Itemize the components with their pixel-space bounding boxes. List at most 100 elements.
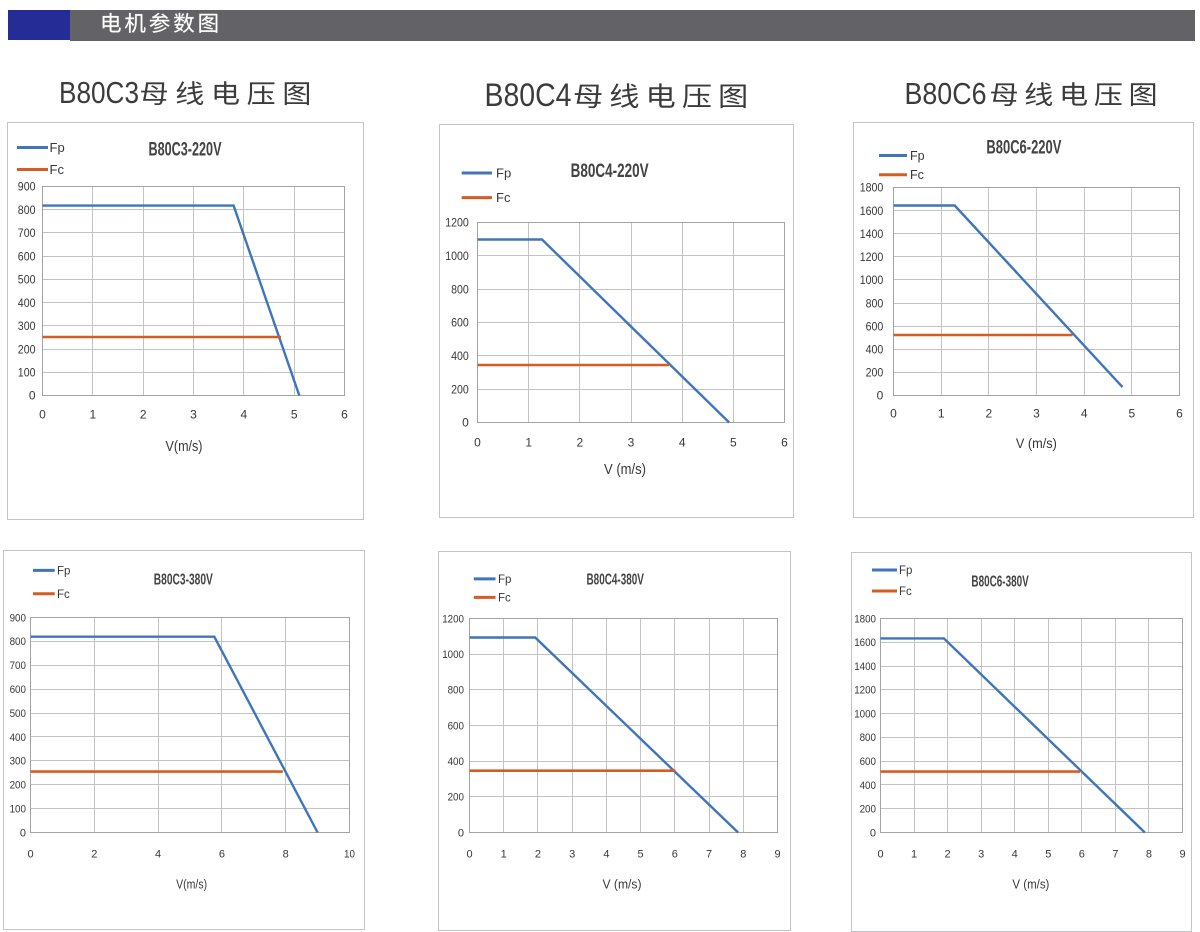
svg-text:6: 6	[781, 436, 788, 450]
svg-text:5: 5	[1045, 848, 1051, 860]
svg-text:0: 0	[877, 389, 884, 403]
svg-text:4: 4	[155, 848, 161, 860]
svg-text:200: 200	[10, 780, 26, 792]
svg-text:4: 4	[1081, 407, 1088, 421]
svg-text:400: 400	[10, 732, 26, 744]
svg-text:1600: 1600	[854, 637, 876, 649]
svg-text:5: 5	[730, 436, 737, 450]
svg-text:10: 10	[344, 848, 355, 860]
svg-text:6: 6	[1176, 407, 1183, 421]
svg-text:B80C3-380V: B80C3-380V	[154, 572, 213, 589]
svg-text:1: 1	[911, 848, 917, 860]
svg-text:500: 500	[10, 708, 26, 720]
svg-text:0: 0	[890, 407, 897, 421]
svg-text:Fc: Fc	[910, 168, 924, 182]
svg-text:200: 200	[448, 792, 464, 804]
svg-text:400: 400	[18, 296, 36, 310]
svg-text:0: 0	[462, 416, 469, 430]
svg-text:700: 700	[18, 226, 36, 240]
svg-text:900: 900	[10, 612, 26, 624]
svg-text:V(m/s): V(m/s)	[166, 438, 203, 455]
svg-text:6: 6	[1079, 848, 1085, 860]
svg-text:3: 3	[628, 436, 635, 450]
svg-text:0: 0	[877, 848, 883, 860]
svg-text:600: 600	[10, 684, 26, 696]
svg-text:9: 9	[774, 848, 780, 860]
svg-text:1000: 1000	[445, 249, 469, 263]
svg-text:800: 800	[10, 636, 26, 648]
svg-text:200: 200	[860, 804, 876, 816]
svg-text:400: 400	[451, 349, 469, 363]
svg-text:Fc: Fc	[57, 589, 70, 601]
svg-text:V (m/s): V (m/s)	[1016, 435, 1057, 451]
svg-text:Fp: Fp	[910, 149, 925, 163]
svg-text:1600: 1600	[860, 204, 884, 218]
svg-text:6: 6	[219, 848, 225, 860]
svg-text:600: 600	[18, 249, 36, 263]
svg-text:0: 0	[29, 389, 36, 403]
svg-text:4: 4	[679, 436, 686, 450]
svg-text:Fp: Fp	[899, 565, 912, 577]
svg-text:2: 2	[985, 407, 992, 421]
svg-text:B80C6: B80C6	[905, 76, 987, 111]
svg-text:6: 6	[672, 848, 678, 860]
svg-text:100: 100	[18, 366, 36, 380]
svg-text:4: 4	[603, 848, 609, 860]
svg-text:B80C4-380V: B80C4-380V	[587, 572, 645, 589]
svg-text:1000: 1000	[860, 273, 884, 287]
svg-text:V(m/s): V(m/s)	[176, 876, 207, 891]
svg-text:2: 2	[140, 408, 147, 422]
svg-text:600: 600	[448, 720, 464, 732]
svg-text:9: 9	[1179, 848, 1185, 860]
svg-text:0: 0	[27, 848, 33, 860]
svg-text:Fc: Fc	[496, 190, 511, 205]
svg-text:B80C6-220V: B80C6-220V	[986, 137, 1061, 158]
svg-text:700: 700	[10, 660, 26, 672]
svg-text:B80C3: B80C3	[59, 75, 139, 110]
svg-text:Fc: Fc	[50, 162, 65, 177]
svg-text:800: 800	[448, 685, 464, 697]
svg-text:3: 3	[1033, 407, 1040, 421]
svg-text:600: 600	[866, 319, 884, 333]
svg-text:8: 8	[740, 848, 746, 860]
svg-text:1800: 1800	[854, 613, 876, 625]
svg-text:1200: 1200	[860, 250, 884, 264]
svg-text:5: 5	[1128, 407, 1135, 421]
svg-text:200: 200	[866, 366, 884, 380]
svg-text:4: 4	[240, 408, 247, 422]
svg-text:V (m/s): V (m/s)	[604, 461, 646, 478]
svg-text:8: 8	[283, 848, 289, 860]
svg-text:Fp: Fp	[50, 140, 65, 155]
svg-text:100: 100	[10, 804, 26, 816]
svg-text:800: 800	[451, 282, 469, 296]
svg-text:900: 900	[18, 180, 36, 194]
svg-text:1200: 1200	[442, 613, 464, 625]
svg-text:0: 0	[466, 848, 472, 860]
svg-text:1000: 1000	[442, 649, 464, 661]
svg-text:200: 200	[451, 382, 469, 396]
svg-text:3: 3	[190, 408, 197, 422]
svg-text:600: 600	[451, 316, 469, 330]
svg-text:1: 1	[938, 407, 945, 421]
svg-text:1: 1	[525, 436, 532, 450]
svg-text:8: 8	[1146, 848, 1152, 860]
svg-text:5: 5	[638, 848, 644, 860]
svg-text:B80C6-380V: B80C6-380V	[971, 574, 1029, 591]
svg-text:300: 300	[10, 756, 26, 768]
svg-text:1400: 1400	[854, 661, 876, 673]
svg-text:5: 5	[291, 408, 298, 422]
svg-text:2: 2	[91, 848, 97, 860]
svg-text:Fp: Fp	[498, 574, 511, 586]
svg-text:7: 7	[706, 848, 712, 860]
svg-text:B80C4-220V: B80C4-220V	[571, 161, 649, 182]
svg-text:400: 400	[860, 780, 876, 792]
svg-text:400: 400	[448, 756, 464, 768]
svg-text:B80C4: B80C4	[485, 77, 572, 113]
svg-text:2: 2	[576, 436, 583, 450]
svg-text:Fc: Fc	[899, 586, 912, 598]
svg-text:2: 2	[535, 848, 541, 860]
svg-text:400: 400	[866, 343, 884, 357]
svg-text:3: 3	[569, 848, 575, 860]
svg-text:1800: 1800	[860, 181, 884, 195]
svg-text:1200: 1200	[445, 216, 469, 230]
